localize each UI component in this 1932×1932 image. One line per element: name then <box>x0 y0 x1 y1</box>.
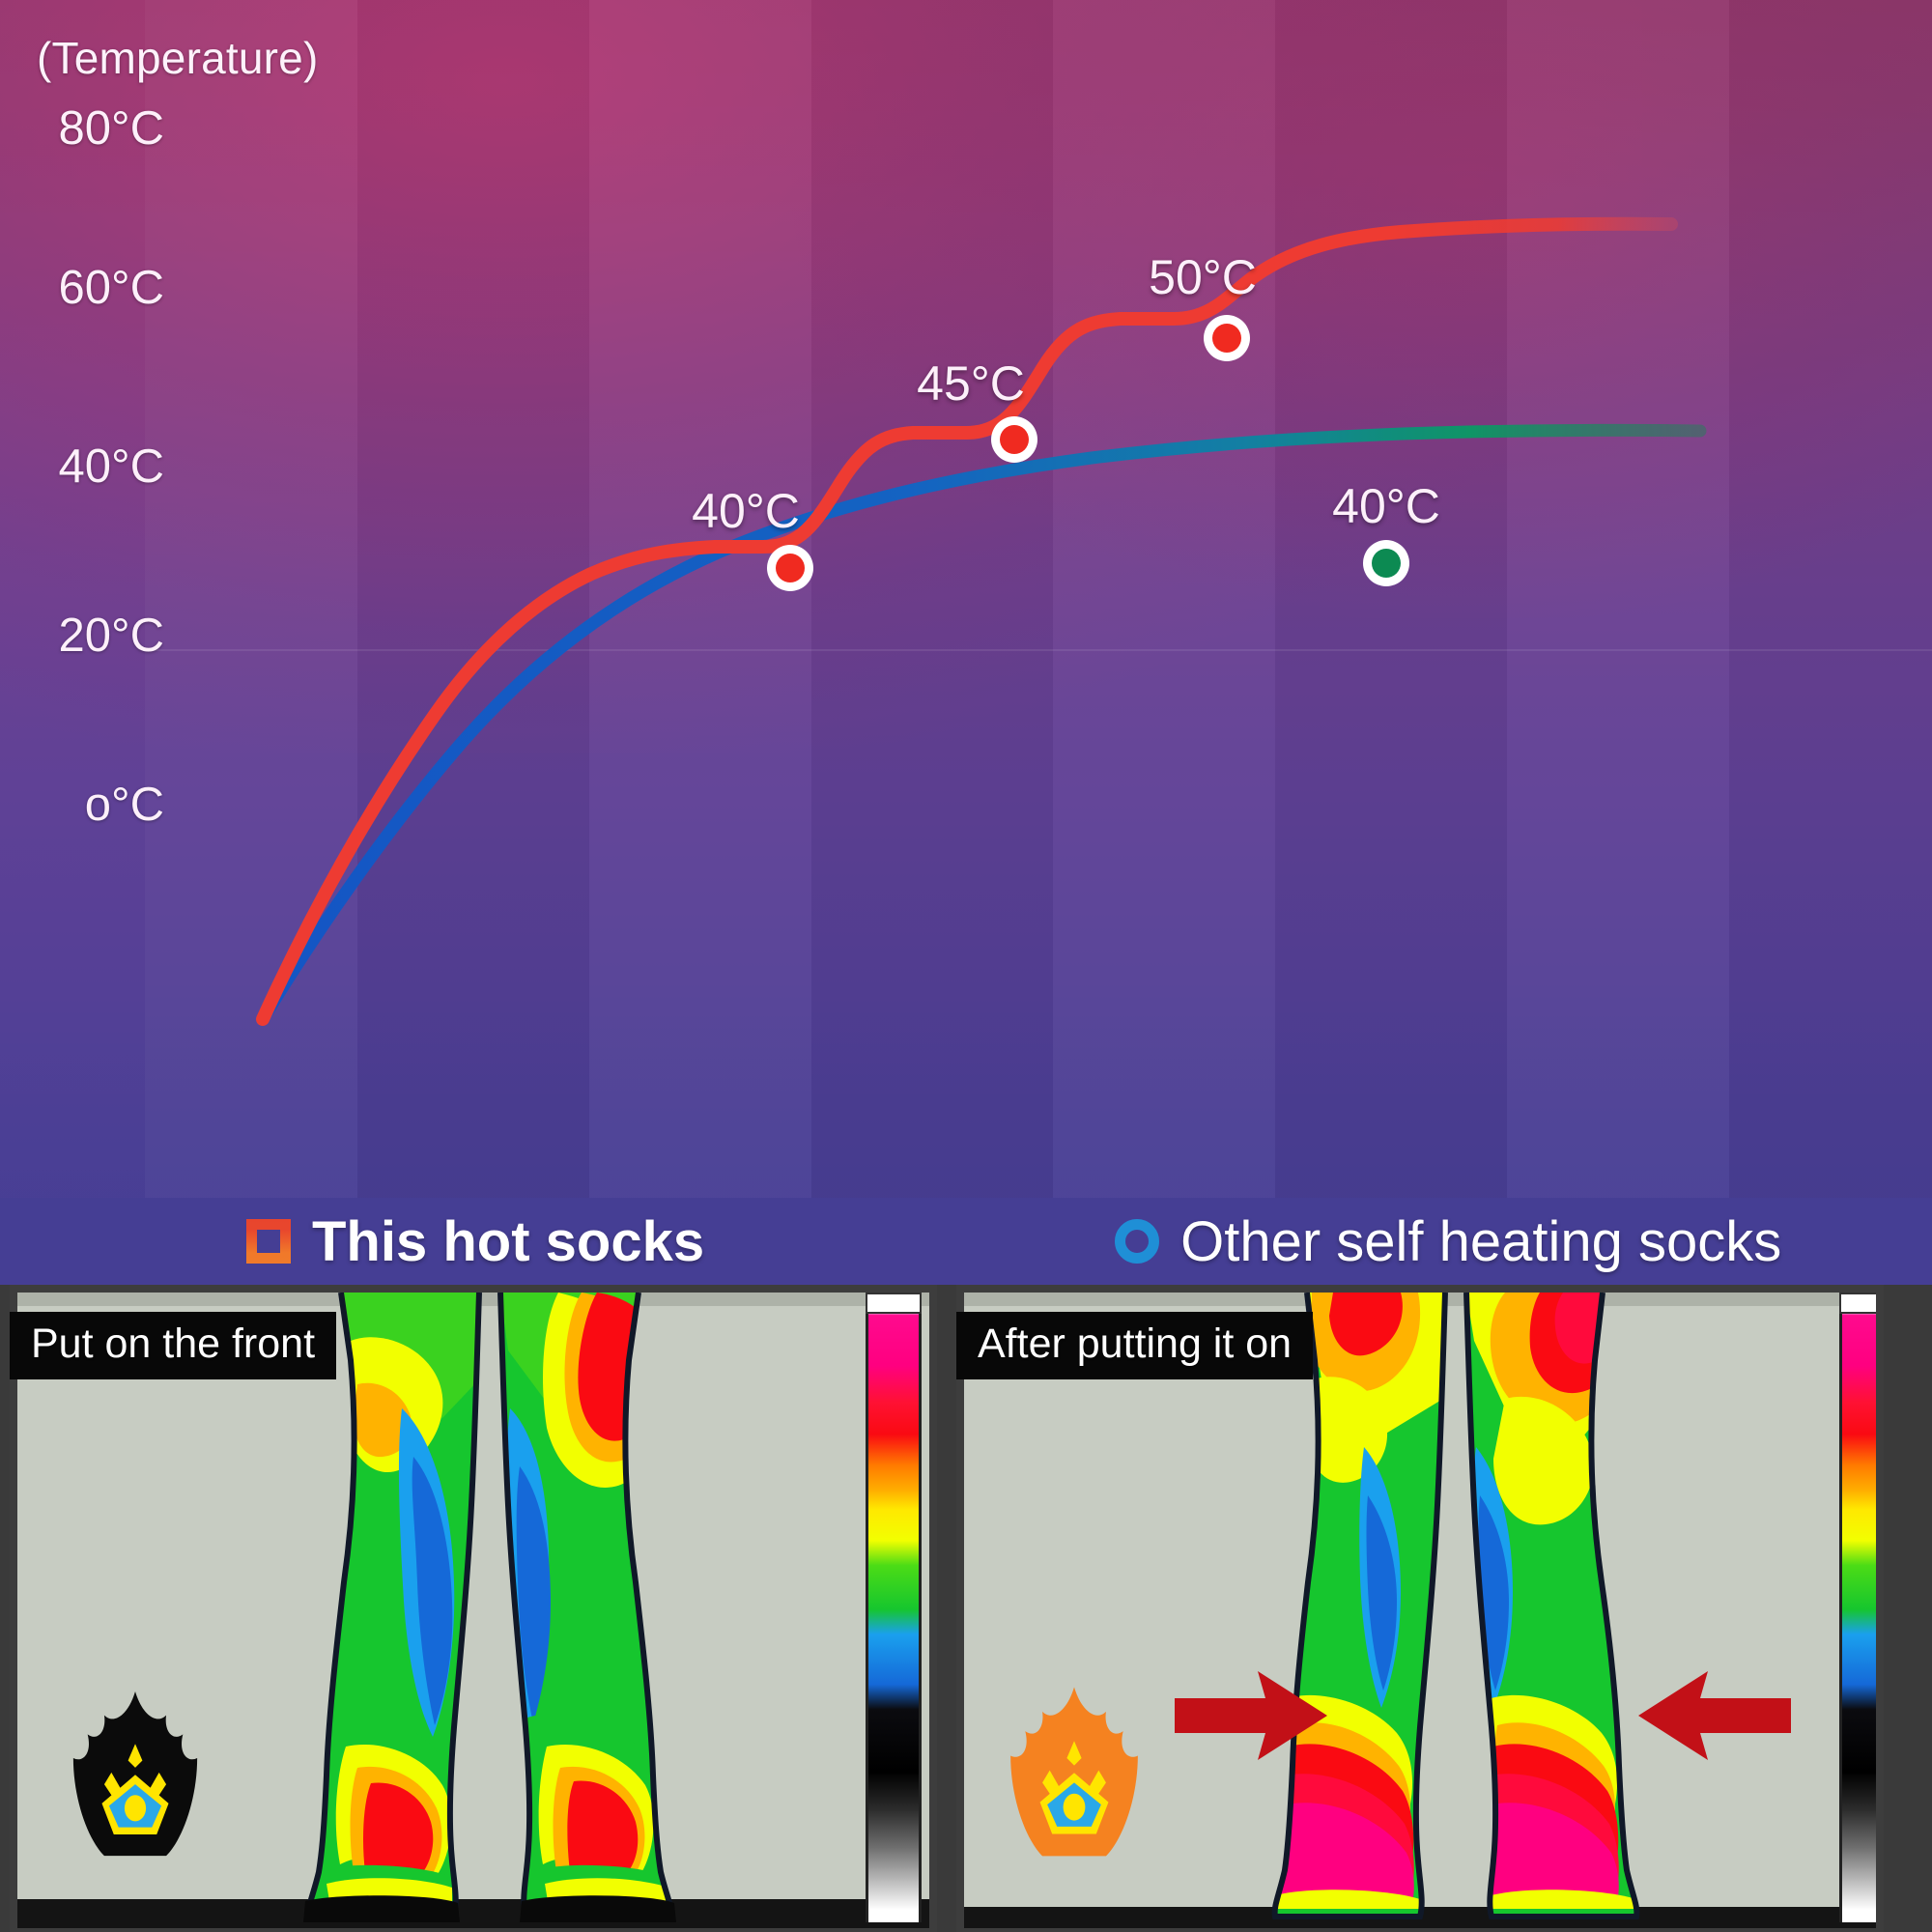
legend-item-other-self-heating-socks[interactable]: Other self heating socks <box>1115 1209 1781 1274</box>
y-tick-60: 60°C <box>58 262 164 314</box>
thermal-panel-after: After putting it on <box>956 1285 1884 1932</box>
thermal-colorbar-cap-before <box>866 1293 922 1314</box>
caption-before: Put on the front <box>10 1312 337 1379</box>
thermal-colorbar-after <box>1839 1296 1876 1922</box>
chart-curves <box>256 216 1707 1026</box>
legend-label-other-self-heating-socks: Other self heating socks <box>1180 1209 1782 1273</box>
caption-after: After putting it on <box>956 1312 1314 1379</box>
y-tick-40: 40°C <box>58 440 164 493</box>
ring-red-icon <box>246 1219 291 1264</box>
temperature-chart-panel: (Temperature) 80°C 60°C 40°C 20°C o°C <box>0 0 1932 1285</box>
flame-orange-icon <box>1010 1687 1138 1857</box>
y-tick-20: 20°C <box>58 610 164 662</box>
ring-blue-green-icon <box>1115 1219 1160 1264</box>
arrow-left-icon <box>1638 1671 1791 1760</box>
thermal-comparison-row: Put on the front <box>0 1285 1932 1932</box>
legend-item-this-hot-socks[interactable]: This hot socks <box>246 1209 704 1274</box>
marker-other-40c <box>1372 549 1401 578</box>
thermal-panel-before: Put on the front <box>10 1285 937 1932</box>
marker-hot-40c <box>776 554 805 582</box>
thermal-colorbar-before <box>866 1296 922 1922</box>
marker-hot-45c <box>1000 425 1029 454</box>
chart-legend: This hot socks Other self heating socks <box>0 1198 1932 1285</box>
marker-hot-50c <box>1212 324 1241 353</box>
thermal-legs-before <box>17 1293 929 1928</box>
y-tick-80: 80°C <box>58 102 164 155</box>
arrow-right-icon <box>1175 1671 1327 1760</box>
label-hot-50c: 50°C <box>1149 250 1257 304</box>
left-leg-outline <box>1271 1293 1448 1919</box>
label-other-40c: 40°C <box>1332 479 1440 533</box>
flame-black-icon <box>72 1690 198 1857</box>
thermal-image-before <box>17 1293 929 1928</box>
thermal-colorbar-cap-after <box>1839 1293 1876 1314</box>
right-leg-outline <box>1463 1293 1640 1919</box>
legend-label-this-hot-socks: This hot socks <box>312 1209 705 1273</box>
label-hot-40c: 40°C <box>692 484 800 538</box>
chart-axis-title: (Temperature) <box>37 33 319 83</box>
label-hot-45c: 45°C <box>917 356 1025 411</box>
y-tick-0: o°C <box>84 779 164 831</box>
curve-other-self-heating-socks <box>256 423 1707 1026</box>
right-shoe <box>520 1895 676 1922</box>
thermal-legs-after <box>964 1293 1876 1928</box>
left-shoe <box>303 1895 460 1922</box>
curve-this-hot-socks <box>256 216 1678 1026</box>
thermal-image-after <box>964 1293 1876 1928</box>
